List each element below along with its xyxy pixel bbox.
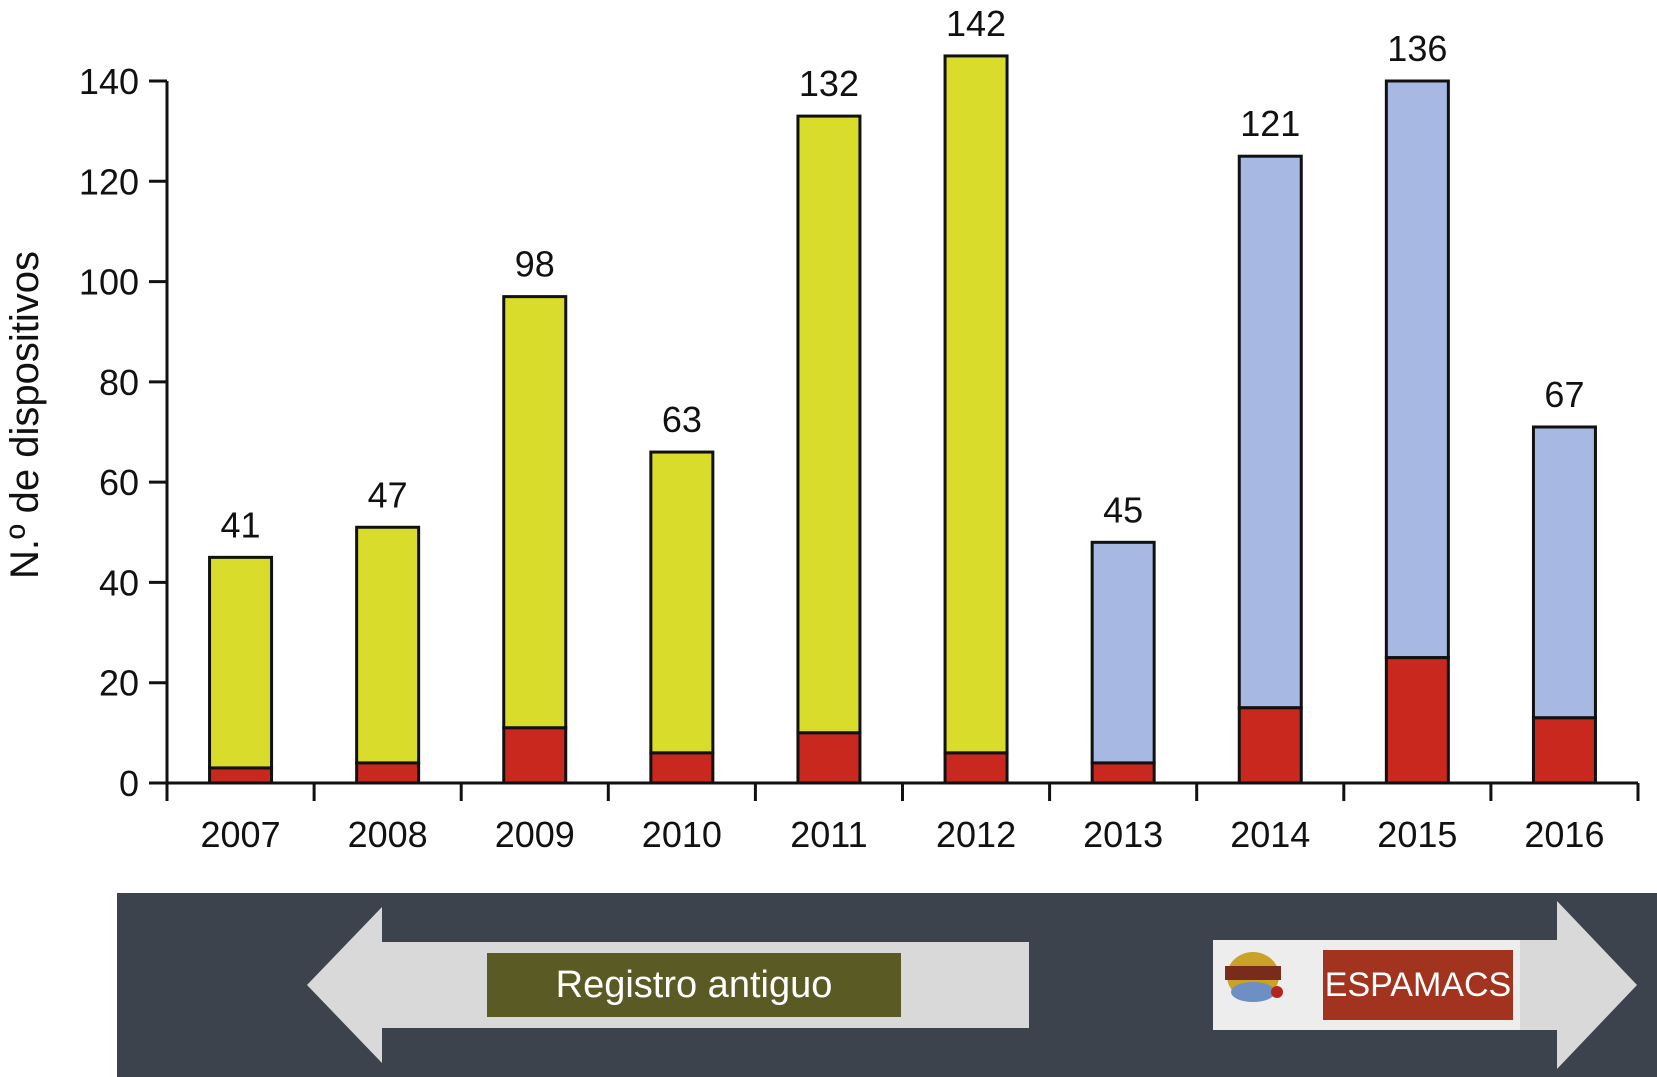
bar-total-label: 136 — [1387, 28, 1447, 69]
bars — [208, 54, 1597, 785]
bar-upper-segment — [1090, 540, 1156, 765]
y-tick-label: 120 — [79, 161, 139, 202]
bar-bottom-segment — [1237, 706, 1303, 785]
bar-upper-segment — [649, 450, 715, 755]
data-labels: 41 47 98 63 132 142 45 121 136 67 — [221, 3, 1585, 545]
y-tick-label: 60 — [99, 462, 139, 503]
registry-timeline-banner: Registro antiguo ESPAMACS — [117, 893, 1657, 1077]
x-tick-label: 2009 — [495, 814, 575, 855]
bar-total-label: 142 — [946, 3, 1006, 44]
x-tick-label: 2007 — [201, 814, 281, 855]
bar-total-label: 63 — [662, 399, 702, 440]
y-tick-label: 80 — [99, 362, 139, 403]
bar-upper-segment — [943, 54, 1009, 755]
bar-bottom-segment — [208, 766, 274, 785]
x-tick-label: 2013 — [1083, 814, 1163, 855]
bar-total-label: 45 — [1103, 489, 1143, 530]
bar-bottom-segment — [649, 751, 715, 785]
x-tick-label: 2015 — [1377, 814, 1457, 855]
bar-upper-segment — [502, 295, 568, 730]
bar-total-label: 67 — [1544, 374, 1584, 415]
x-axis: 2007 2008 2009 2010 2011 2012 2013 2014 2015 2016 — [165, 781, 1640, 855]
bar-total-label: 132 — [799, 63, 859, 104]
y-tick-label: 0 — [119, 763, 139, 804]
y-axis: 0 20 40 60 80 100 120 140 — [79, 61, 169, 804]
bar-upper-segment — [208, 555, 274, 770]
bar-upper-segment — [796, 114, 862, 735]
x-tick-label: 2011 — [790, 814, 867, 855]
bar-upper-segment — [1384, 79, 1450, 660]
espamacs-panel: ESPAMACS — [1213, 940, 1520, 1030]
x-tick-label: 2010 — [642, 814, 722, 855]
bar-bottom-segment — [355, 761, 421, 785]
bar-total-label: 47 — [368, 474, 408, 515]
bar-bottom-segment — [502, 726, 568, 785]
espamacs-label: ESPAMACS — [1323, 950, 1513, 1020]
bar-bottom-segment — [796, 731, 862, 785]
bar-bottom-segment — [943, 751, 1009, 785]
x-tick-label: 2012 — [936, 814, 1016, 855]
bar-upper-segment — [1237, 154, 1303, 710]
x-tick-label: 2008 — [348, 814, 428, 855]
bar-bottom-segment — [1384, 656, 1450, 785]
registro-antiguo-label: Registro antiguo — [487, 953, 901, 1017]
bar-total-label: 98 — [515, 244, 555, 285]
bar-bottom-segment — [1531, 716, 1597, 785]
bar-total-label: 41 — [221, 504, 261, 545]
y-tick-label: 40 — [99, 562, 139, 603]
espamacs-logo-icon — [1225, 952, 1283, 1002]
bar-bottom-segment — [1090, 761, 1156, 785]
x-tick-label: 2016 — [1524, 814, 1604, 855]
bar-upper-segment — [1531, 425, 1597, 720]
y-tick-label: 140 — [79, 61, 139, 102]
bar-upper-segment — [355, 525, 421, 765]
bar-total-label: 121 — [1240, 103, 1300, 144]
y-tick-label: 20 — [99, 663, 139, 704]
x-tick-label: 2014 — [1230, 814, 1310, 855]
y-axis-label: N.º de dispositivos — [3, 251, 47, 579]
y-tick-label: 100 — [79, 262, 139, 303]
